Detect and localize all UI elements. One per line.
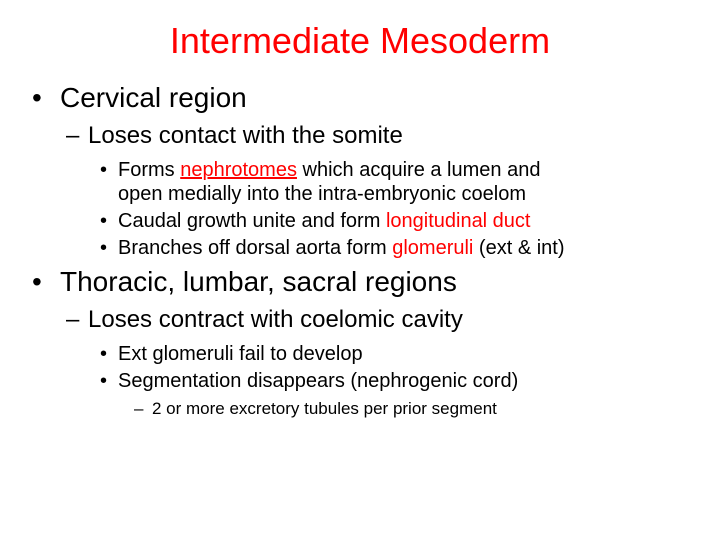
text-part: Ext glomeruli fail to develop <box>118 343 363 365</box>
level2-list: Loses contact with the somite Forms neph… <box>28 122 692 260</box>
sub-item: Loses contract with coelomic cavity Ext … <box>66 306 692 419</box>
text-part: which acquire a lumen and <box>297 159 540 181</box>
text-part: (ext & int) <box>473 237 564 259</box>
bullet-glomeruli: Branches off dorsal aorta form glomeruli… <box>100 236 692 260</box>
sub-bullet-tubules: 2 or more excretory tubules per prior se… <box>134 399 692 419</box>
bullet-segmentation: Segmentation disappears (nephrogenic cor… <box>100 369 692 419</box>
text-part: Caudal growth unite and form <box>118 210 386 232</box>
sub-text: Loses contact with the somite <box>88 122 403 149</box>
text-continuation: open medially into the intra-embryonic c… <box>100 182 692 206</box>
section-thoracic: Thoracic, lumbar, sacral regions Loses c… <box>28 266 692 419</box>
text-part: Branches off dorsal aorta form <box>118 237 392 259</box>
highlight-nephrotomes: nephrotomes <box>180 159 297 181</box>
text-part: Segmentation disappears (nephrogenic cor… <box>118 370 518 392</box>
text-part: 2 or more excretory tubules per prior se… <box>152 399 497 418</box>
text-part: Forms <box>118 159 180 181</box>
highlight-glomeruli: glomeruli <box>392 237 473 259</box>
bullet-nephrotomes: Forms nephrotomes which acquire a lumen … <box>100 158 692 206</box>
sub-text: Loses contract with coelomic cavity <box>88 306 463 333</box>
bullet-longitudinal-duct: Caudal growth unite and form longitudina… <box>100 209 692 233</box>
level4-list: 2 or more excretory tubules per prior se… <box>100 399 692 419</box>
section-heading: Cervical region <box>60 82 247 113</box>
level3-list: Forms nephrotomes which acquire a lumen … <box>66 158 692 260</box>
level3-list: Ext glomeruli fail to develop Segmentati… <box>66 342 692 419</box>
bullet-ext-glomeruli: Ext glomeruli fail to develop <box>100 342 692 366</box>
highlight-longitudinal-duct: longitudinal duct <box>386 210 531 232</box>
section-heading: Thoracic, lumbar, sacral regions <box>60 266 457 297</box>
section-cervical: Cervical region Loses contact with the s… <box>28 82 692 260</box>
slide-title: Intermediate Mesoderm <box>28 20 692 62</box>
level1-list: Cervical region Loses contact with the s… <box>28 82 692 419</box>
sub-item: Loses contact with the somite Forms neph… <box>66 122 692 260</box>
level2-list: Loses contract with coelomic cavity Ext … <box>28 306 692 419</box>
